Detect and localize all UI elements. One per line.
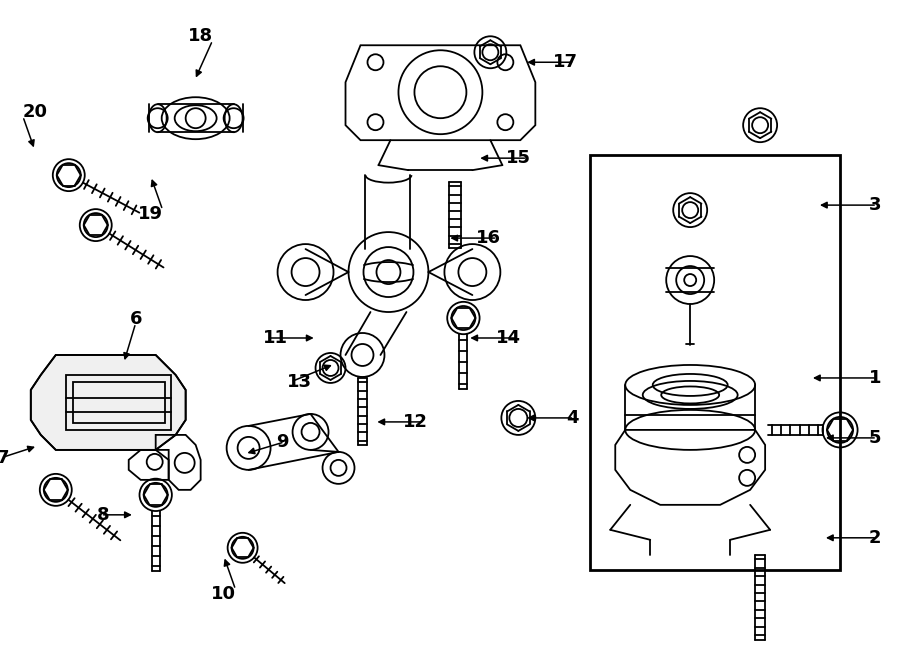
Text: 5: 5 — [868, 429, 881, 447]
Bar — [73, 382, 165, 423]
Text: 4: 4 — [566, 409, 579, 427]
Text: 9: 9 — [276, 433, 289, 451]
Text: 6: 6 — [130, 310, 142, 328]
Text: 12: 12 — [403, 413, 428, 431]
Text: 11: 11 — [263, 329, 288, 347]
Text: 15: 15 — [507, 149, 531, 167]
Text: 7: 7 — [0, 449, 9, 467]
Text: 8: 8 — [96, 506, 110, 524]
Text: 18: 18 — [187, 27, 212, 45]
Text: 2: 2 — [868, 529, 881, 547]
Bar — [66, 375, 171, 430]
Text: 13: 13 — [286, 373, 311, 391]
Bar — [590, 155, 840, 570]
Text: 10: 10 — [211, 585, 236, 603]
Text: 20: 20 — [22, 103, 48, 121]
Text: 16: 16 — [476, 229, 501, 247]
Text: 19: 19 — [138, 205, 163, 223]
Text: 17: 17 — [554, 54, 579, 71]
Text: 1: 1 — [868, 369, 881, 387]
Text: 3: 3 — [868, 196, 881, 214]
Text: 14: 14 — [496, 329, 521, 347]
Polygon shape — [31, 355, 185, 450]
